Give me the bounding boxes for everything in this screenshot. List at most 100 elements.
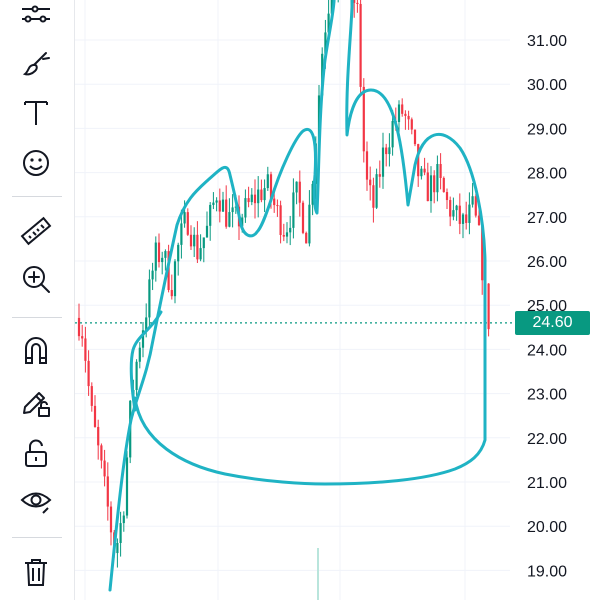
current-price-tag: 24.60 (515, 311, 590, 335)
price-tick-label: 26.00 (527, 254, 567, 271)
candle-body (247, 198, 250, 203)
candle-body (401, 104, 404, 114)
brush-tool[interactable] (14, 42, 58, 86)
price-tick-label: 28.00 (527, 166, 567, 183)
visibility-tool[interactable] (14, 479, 58, 523)
candle-body (231, 207, 234, 213)
zoom-in-tool[interactable] (14, 257, 58, 301)
candle-body (413, 129, 417, 145)
candle-body (311, 183, 314, 205)
candle-body (257, 189, 260, 204)
price-tick-label: 23.00 (527, 387, 567, 404)
candle-body (87, 360, 90, 387)
price-tick-label: 27.00 (527, 210, 567, 227)
candle-body (77, 317, 81, 337)
candle-body (244, 198, 247, 218)
candle-body (205, 225, 209, 238)
candle-body (353, 0, 356, 3)
trash-icon (25, 559, 47, 586)
candle-body (285, 232, 289, 237)
delete-tool[interactable] (14, 550, 58, 594)
price-tick-label: 29.00 (527, 121, 567, 138)
candle-body (122, 515, 125, 524)
candle-body (471, 196, 474, 205)
candle-body (170, 289, 173, 297)
candle-body (330, 0, 333, 14)
candle-body (84, 338, 87, 361)
candle-body (209, 204, 212, 226)
candle-body (279, 205, 282, 236)
candle-body (420, 168, 423, 177)
candle-body (218, 200, 221, 212)
ruler-tool[interactable] (14, 209, 58, 253)
brush-icon (22, 52, 50, 76)
candle-body (90, 386, 93, 406)
candle-body (455, 205, 458, 211)
candle-body (196, 234, 199, 260)
candle-body (423, 168, 426, 173)
lock-drawing-tool[interactable] (14, 381, 58, 425)
candle-body (385, 147, 388, 155)
price-tick-label: 31.00 (527, 33, 567, 50)
candle-body (417, 144, 420, 177)
magnet-tool[interactable] (14, 328, 58, 372)
magnet-icon (25, 337, 47, 364)
chart-grid (75, 0, 510, 600)
candle-body (221, 199, 225, 212)
drawing-curve-main (133, 0, 487, 486)
candle-body (410, 119, 413, 130)
candle-body (439, 164, 442, 178)
candle-body (193, 234, 196, 247)
candle-body (429, 175, 433, 202)
eye-icon (20, 492, 52, 514)
emoji-icon (23, 150, 49, 176)
freehand-drawings[interactable] (108, 0, 487, 592)
candle-body (474, 196, 477, 216)
unlock-tool[interactable] (14, 431, 58, 475)
toolbar-separator (12, 317, 62, 318)
toolbar-separator (12, 196, 62, 197)
candle-body (199, 248, 202, 260)
candle-body (378, 174, 381, 177)
price-axis: 31.00 30.00 29.00 28.00 27.00 26.00 25.00 24.00… (527, 33, 567, 580)
candle-body (125, 457, 129, 516)
price-tick-label: 25.00 (527, 298, 567, 315)
candle-body (186, 212, 189, 235)
emoji-tool[interactable] (14, 141, 58, 185)
price-chart[interactable]: 31.00 30.00 29.00 28.00 27.00 26.00 25.00 24.00… (75, 0, 600, 600)
volume-bar (317, 548, 319, 600)
candle-body (461, 214, 465, 224)
drawing-toolbar (0, 0, 75, 600)
candle-body (138, 347, 141, 362)
candle-body (391, 121, 394, 148)
chart-area[interactable]: 31.00 30.00 29.00 28.00 27.00 26.00 25.00 24.00… (75, 0, 600, 600)
candle-body (253, 194, 257, 204)
unlock-icon (25, 439, 47, 467)
ruler-icon (20, 216, 52, 246)
candle-body (458, 205, 461, 224)
candle-body (157, 242, 161, 263)
candle-body (241, 217, 244, 227)
candle-body (276, 205, 279, 207)
candle-body (372, 185, 375, 208)
text-tool-icon (24, 101, 48, 125)
candle-body (212, 202, 215, 205)
candle-body (173, 261, 177, 297)
drawing-curve-left (108, 0, 336, 592)
price-tick-label: 30.00 (527, 77, 567, 94)
candle-body (260, 189, 263, 201)
text-tool[interactable] (14, 91, 58, 135)
candle-body (103, 460, 106, 477)
candle-body (180, 223, 183, 245)
candle-body (273, 198, 276, 206)
drawing-curve-inner (129, 310, 163, 412)
candle-body (324, 32, 327, 54)
candle-body (436, 164, 439, 193)
candle-body (145, 317, 148, 331)
price-tick-label: 22.00 (527, 431, 567, 448)
zoom-in-icon (23, 266, 50, 293)
candle-body (228, 212, 231, 227)
candle-body (215, 200, 218, 203)
candle-body (468, 204, 471, 223)
indicator-lines-tool[interactable] (14, 0, 58, 38)
